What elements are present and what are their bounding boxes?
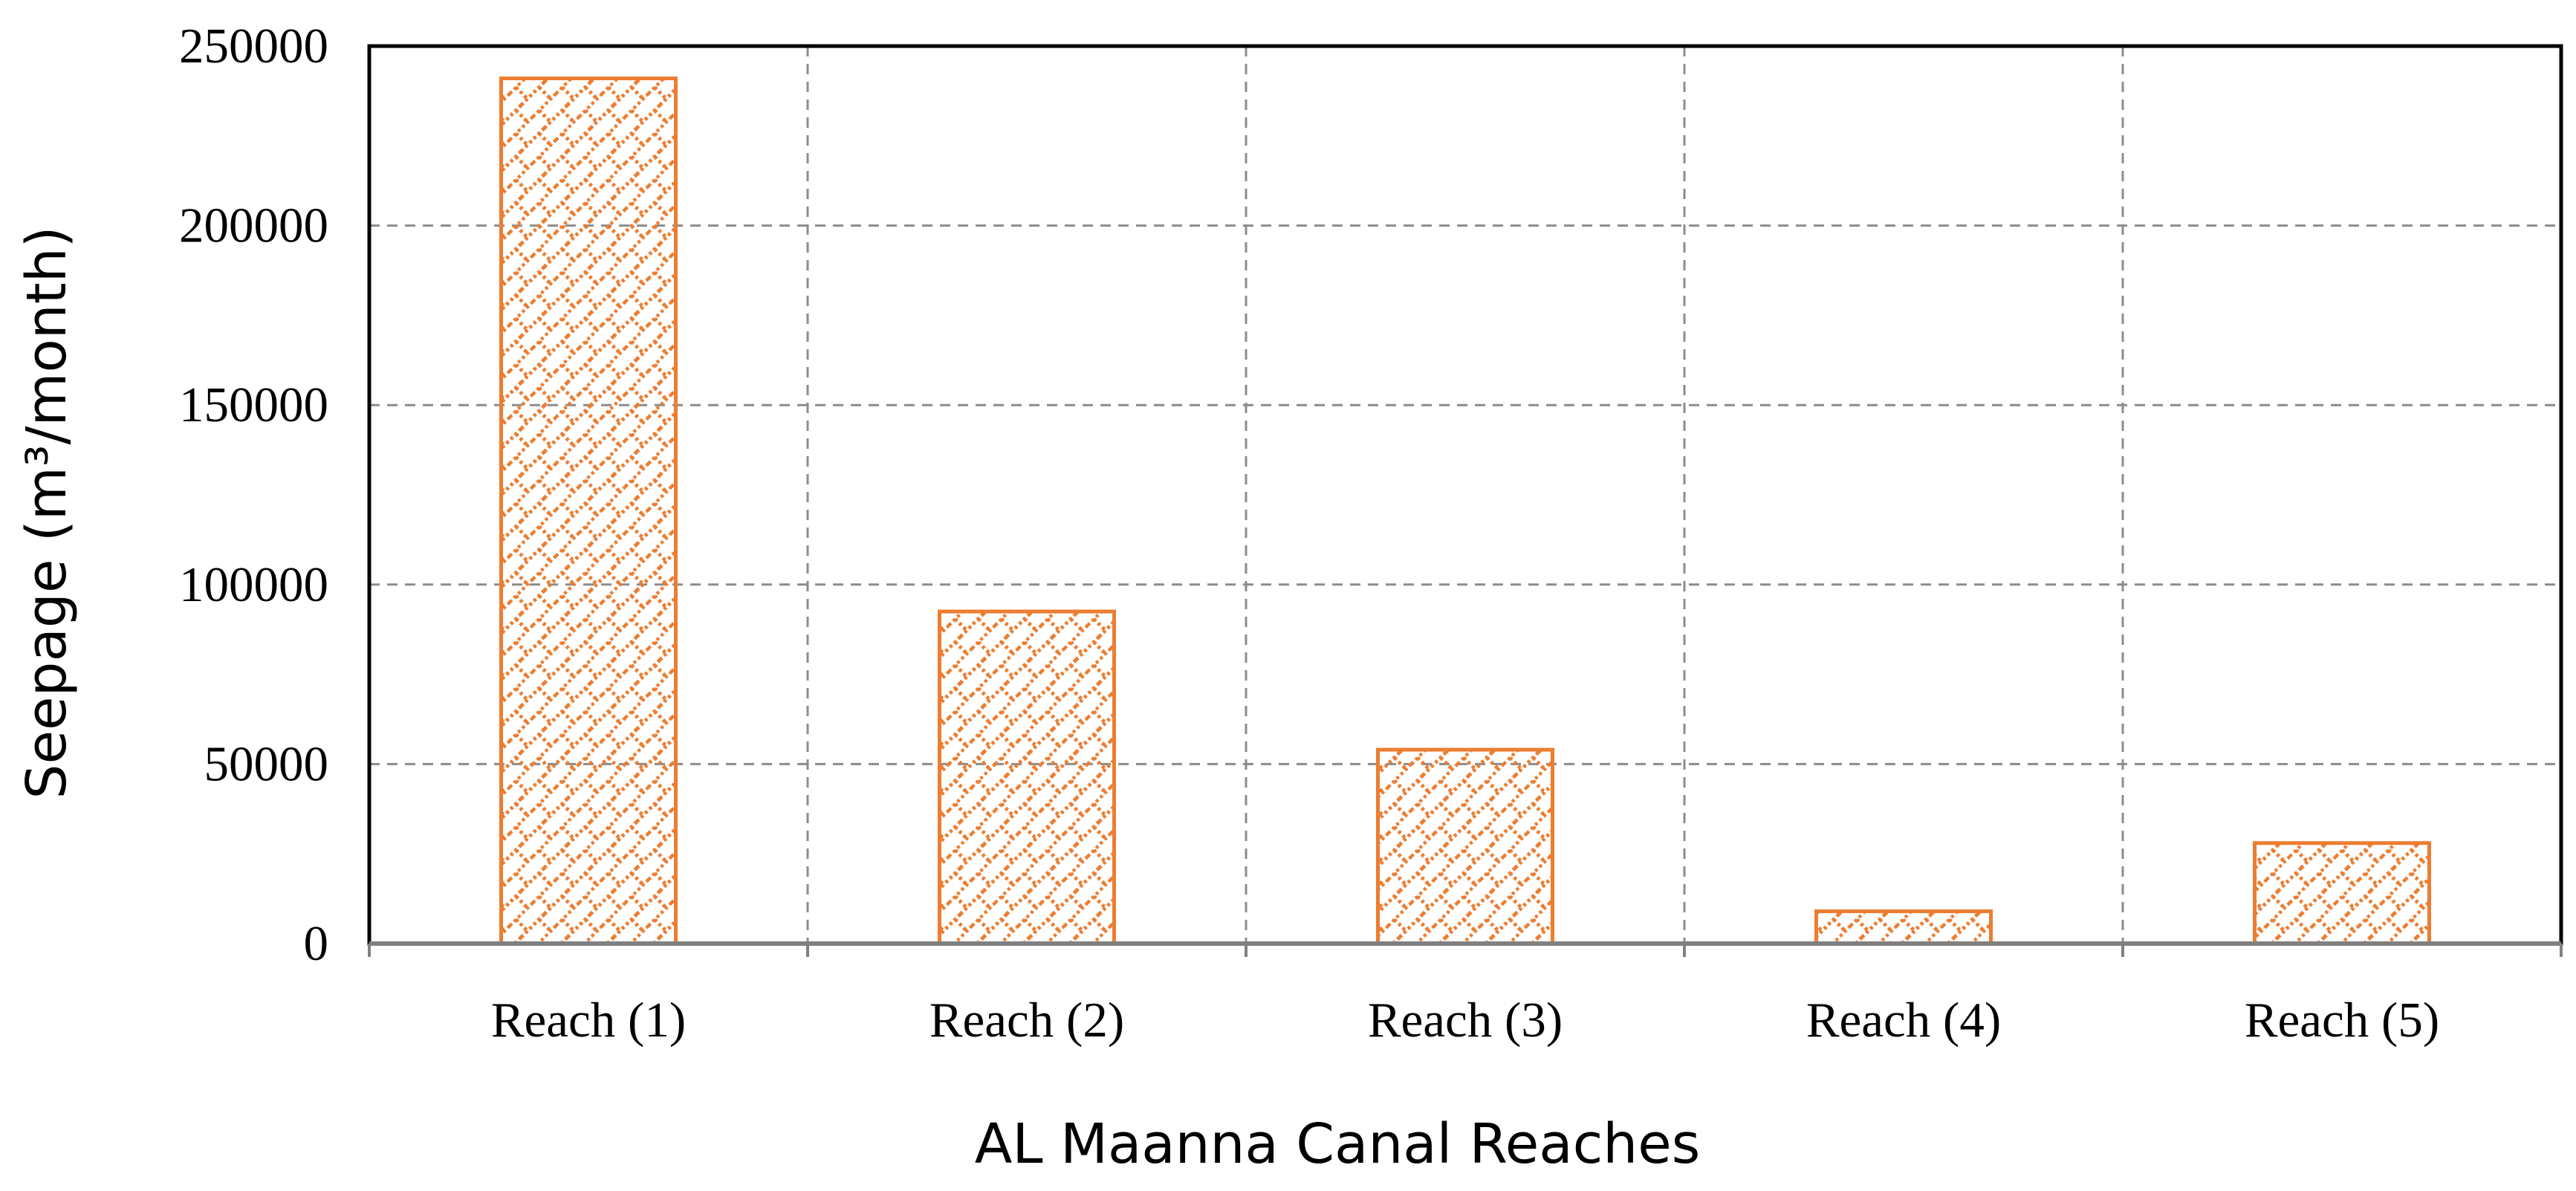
bar bbox=[1376, 747, 1554, 946]
y-tick-label: 0 bbox=[304, 916, 329, 971]
y-tick-label: 50000 bbox=[204, 736, 329, 791]
bars bbox=[499, 76, 2431, 946]
x-axis-title: AL Maanna Canal Reaches bbox=[975, 1112, 1701, 1176]
y-tick-label: 100000 bbox=[179, 557, 328, 612]
x-tick-label: Reach (3) bbox=[1368, 993, 1563, 1048]
x-tick-label: Reach (1) bbox=[491, 993, 686, 1048]
bar bbox=[2253, 841, 2431, 946]
bar bbox=[499, 76, 678, 946]
x-tick-label: Reach (5) bbox=[2245, 993, 2439, 1048]
y-tick-label: 150000 bbox=[179, 377, 328, 432]
y-axis-title: Seepage (m³/month) bbox=[15, 227, 79, 799]
y-tick-labels: 0 50000 100000 150000 200000 250000 bbox=[179, 19, 328, 971]
y-tick-label: 200000 bbox=[179, 198, 328, 253]
gridlines bbox=[369, 46, 2561, 944]
y-tick-label: 250000 bbox=[179, 19, 328, 74]
bar bbox=[938, 609, 1116, 946]
axes bbox=[367, 44, 2563, 957]
x-tick-labels: Reach (1) Reach (2) Reach (3) Reach (4) Reac… bbox=[491, 993, 2439, 1048]
x-tick-label: Reach (4) bbox=[1806, 993, 2001, 1048]
x-tick-label: Reach (2) bbox=[929, 993, 1124, 1048]
bar bbox=[1814, 909, 1993, 946]
